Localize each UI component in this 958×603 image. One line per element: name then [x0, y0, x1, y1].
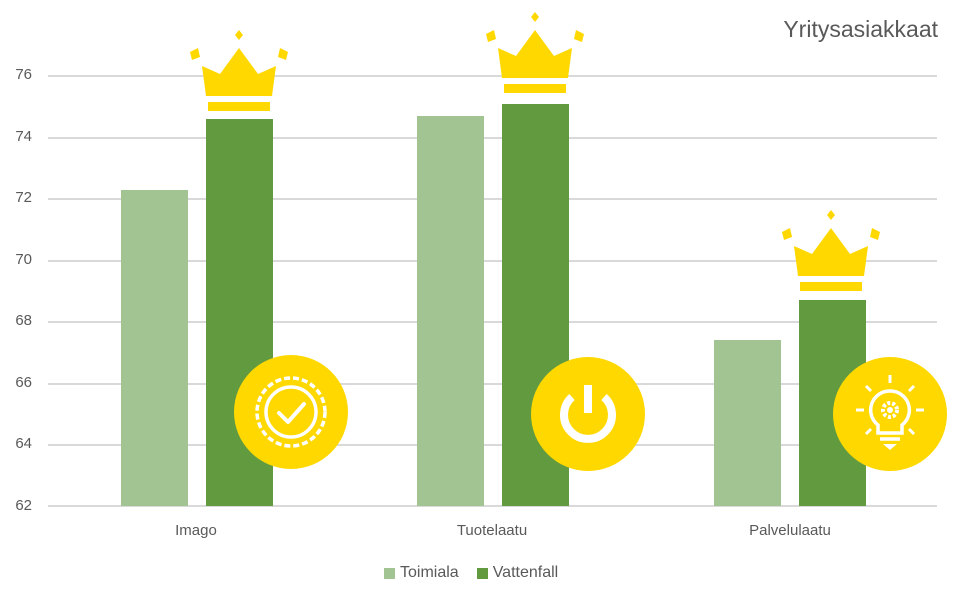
bar-toimiala-palvelulaatu — [714, 340, 781, 506]
lightbulb-gear-icon — [856, 375, 924, 450]
legend-swatch — [384, 567, 395, 579]
y-tick: 74 — [15, 128, 32, 145]
y-tick: 66 — [15, 374, 32, 391]
y-tick: 68 — [15, 312, 32, 329]
crown-icon — [190, 30, 288, 111]
bar-toimiala-tuotelaatu — [417, 115, 484, 506]
chart-title: Yritysasiakkaat — [783, 16, 938, 42]
legend-swatch — [476, 567, 488, 579]
legend-label: Vattenfall — [492, 564, 559, 581]
legend-label: Toimiala — [400, 564, 459, 581]
gridline — [48, 137, 937, 139]
gridline — [48, 198, 937, 200]
gridline — [48, 75, 937, 77]
lightbulb-icon-circle — [833, 357, 947, 471]
power-icon — [560, 385, 616, 443]
quality-badge-icon-circle — [234, 355, 348, 469]
legend-item-vattenfall: Vattenfall — [476, 564, 559, 582]
gridline — [48, 444, 937, 446]
x-axis-line — [48, 505, 937, 507]
legend: Toimiala Vattenfall — [384, 564, 576, 582]
power-icon-circle — [531, 357, 645, 471]
crown-icon — [486, 12, 584, 93]
gridline — [48, 321, 937, 323]
legend-item-toimiala: Toimiala — [384, 564, 459, 582]
x-label-palvelulaatu: Palvelulaatu — [749, 522, 831, 539]
y-tick: 64 — [15, 435, 32, 452]
x-label-imago: Imago — [175, 522, 217, 539]
crown-icon — [782, 210, 880, 291]
gridline — [48, 260, 937, 262]
y-tick: 76 — [15, 66, 32, 83]
y-tick: 72 — [15, 189, 32, 206]
x-label-tuotelaatu: Tuotelaatu — [456, 522, 528, 539]
badge-check-icon — [255, 376, 327, 448]
gridline — [48, 383, 937, 385]
bar-toimiala-imago — [121, 189, 188, 506]
y-tick: 62 — [15, 497, 32, 514]
y-tick: 70 — [15, 251, 32, 268]
